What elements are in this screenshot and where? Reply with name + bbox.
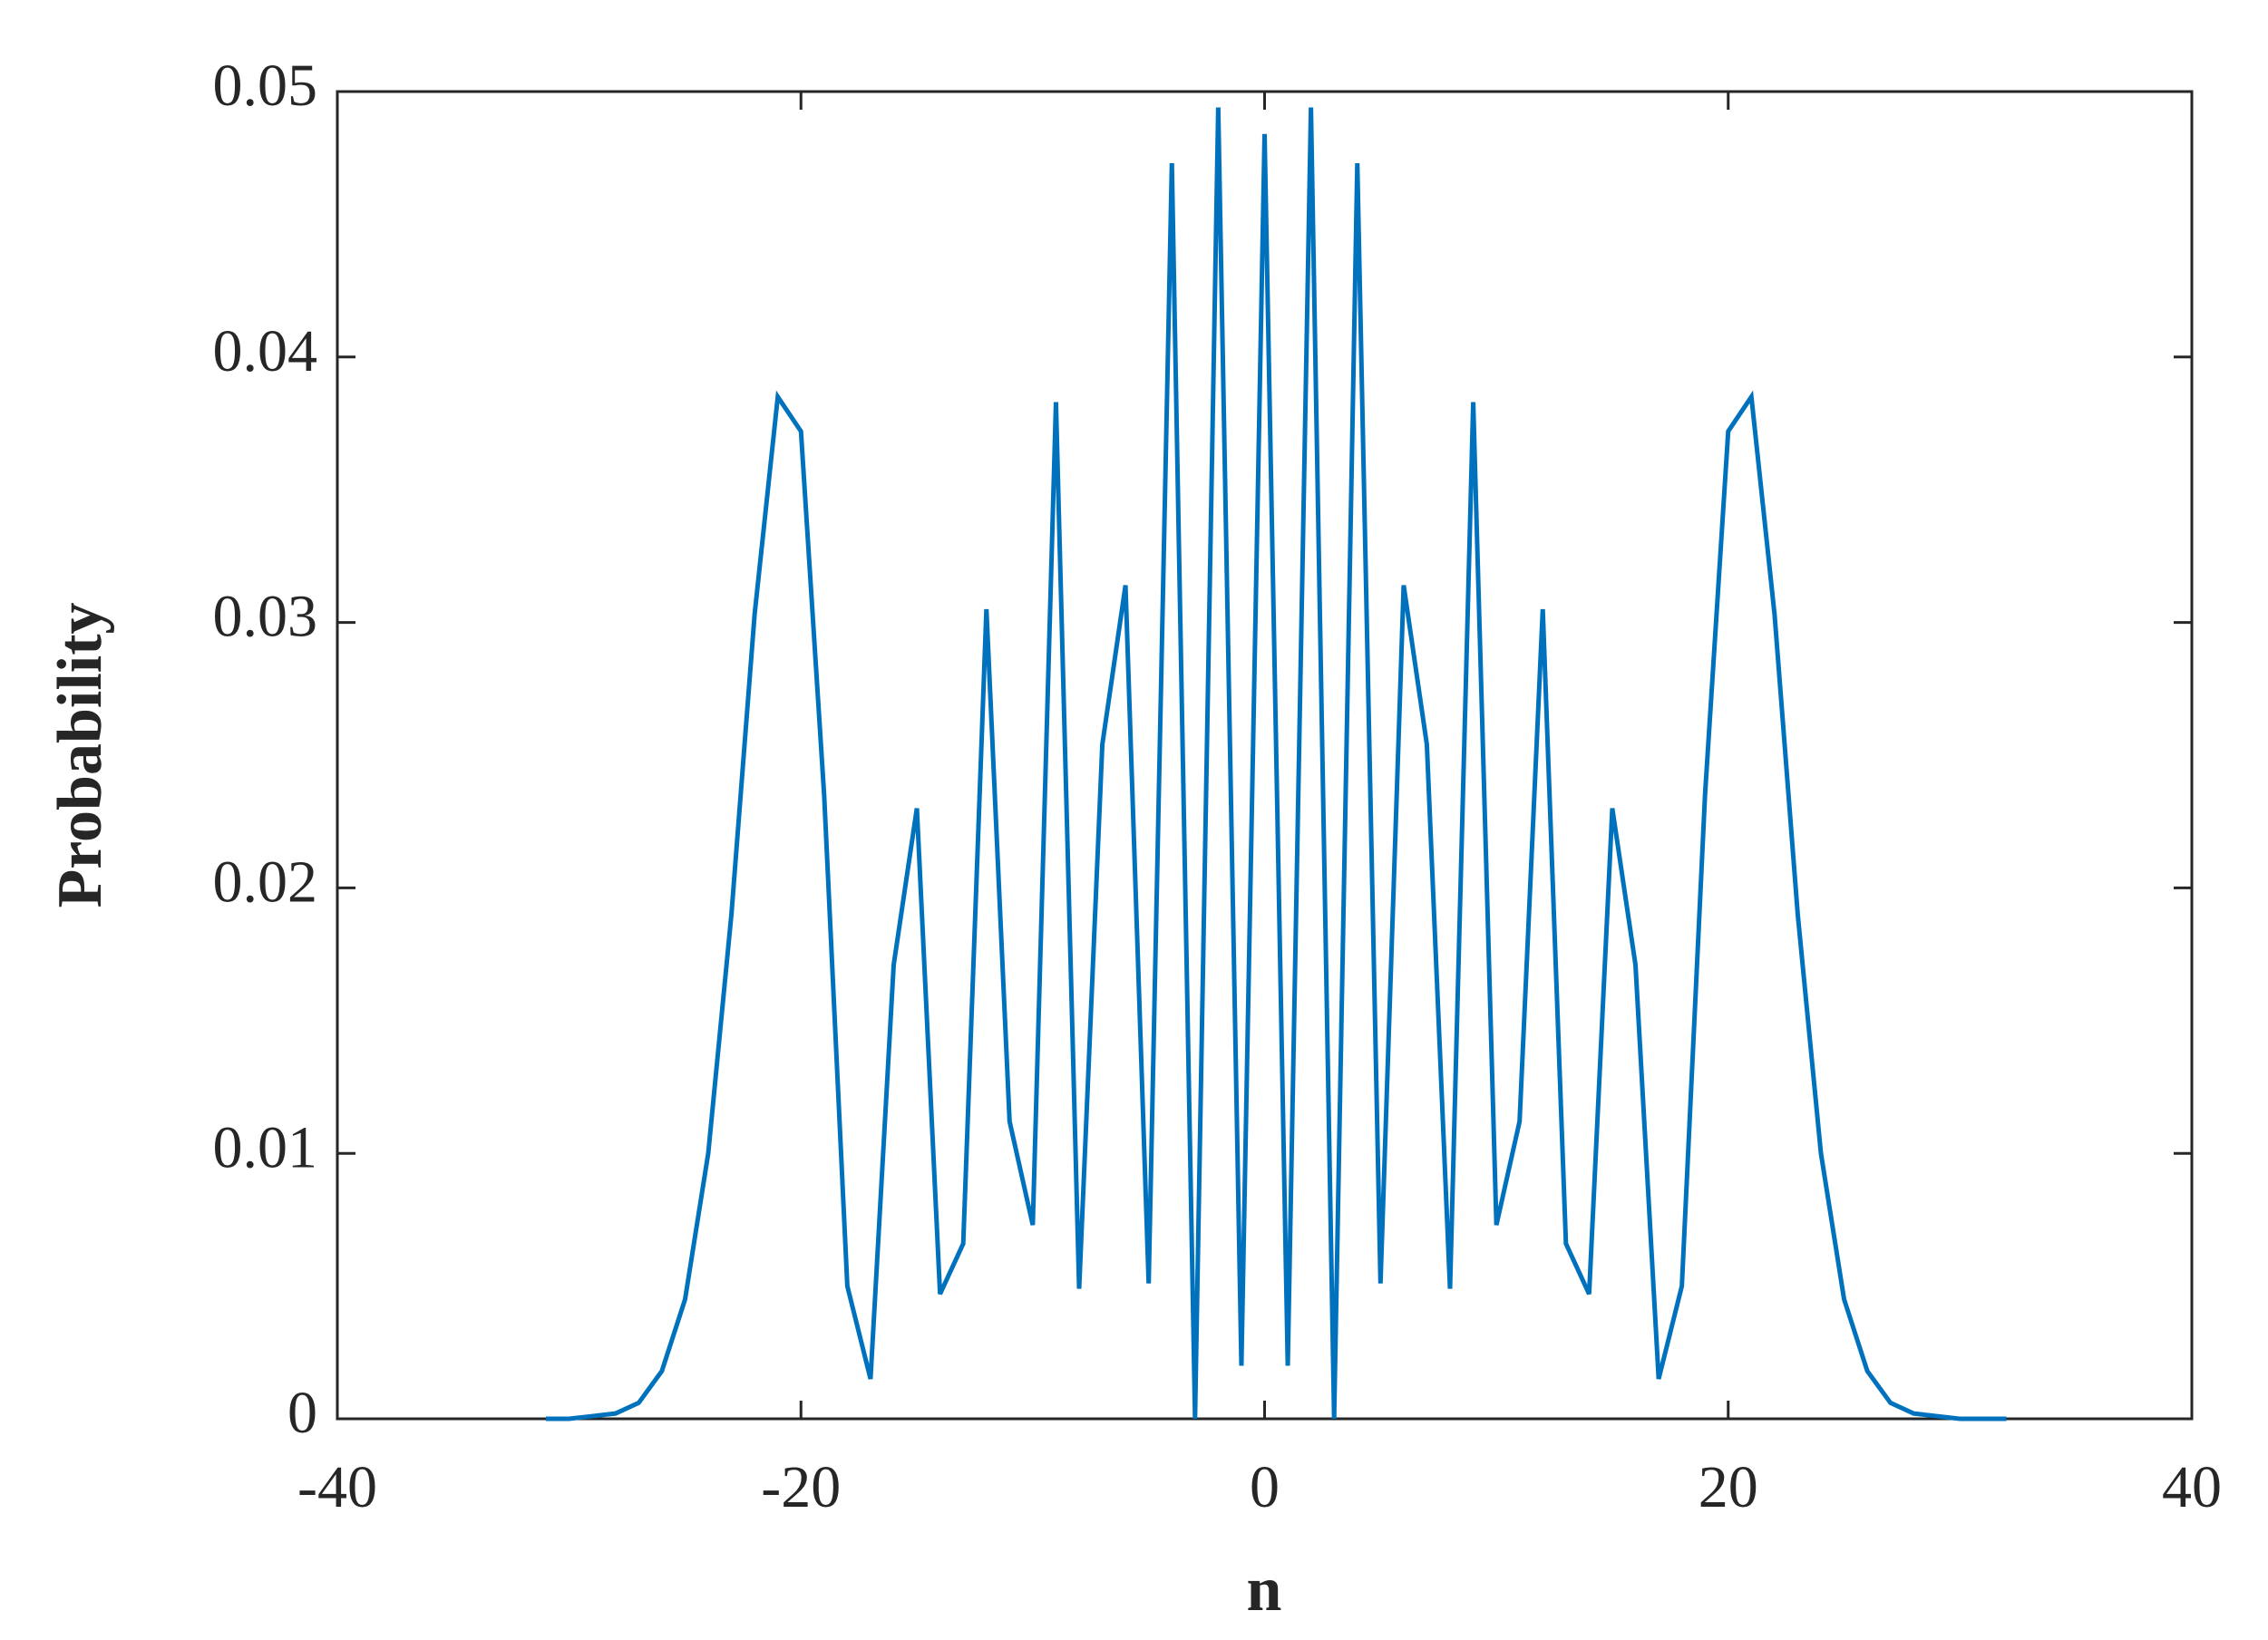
y-tick-label: 0 — [287, 1380, 317, 1446]
y-axis-label: Probability — [45, 602, 115, 907]
axes-box — [336, 90, 2194, 1421]
x-tick-label: -40 — [297, 1454, 377, 1520]
data-line — [546, 107, 2007, 1422]
x-tick-label: 40 — [2162, 1454, 2222, 1520]
y-tick-label: 0.01 — [213, 1114, 318, 1180]
y-tick-label: 0.03 — [213, 584, 318, 650]
x-axis-label: n — [1247, 1555, 1282, 1625]
x-tick-label: -20 — [761, 1454, 841, 1520]
x-tick-label: 20 — [1699, 1454, 1758, 1520]
y-tick-label: 0.04 — [213, 318, 318, 384]
x-tick-label: 0 — [1250, 1454, 1280, 1520]
y-tick-label: 0.05 — [213, 53, 318, 119]
y-tick-label: 0.02 — [213, 849, 318, 916]
